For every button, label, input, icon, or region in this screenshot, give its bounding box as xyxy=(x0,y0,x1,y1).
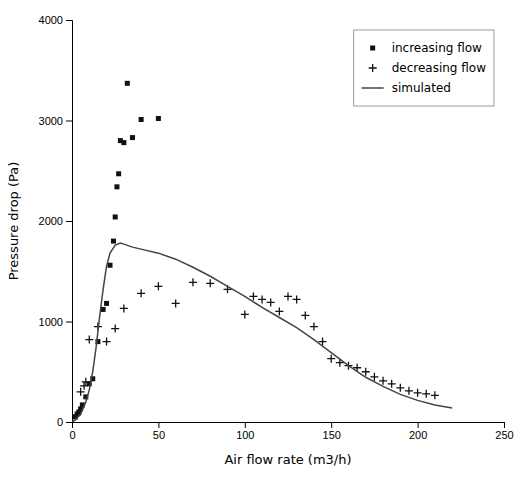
point xyxy=(156,116,161,121)
tick-mark xyxy=(331,422,332,428)
point xyxy=(293,295,301,303)
point xyxy=(258,295,266,303)
point xyxy=(111,325,119,333)
tick-label: 1000 xyxy=(39,316,63,328)
marks xyxy=(72,81,452,422)
point xyxy=(154,282,162,290)
tick: 200 xyxy=(409,422,427,441)
tick-mark xyxy=(66,121,72,122)
tick: 3000 xyxy=(39,115,72,127)
point xyxy=(189,278,197,286)
x-axis: 0 50 100 150 200 250 xyxy=(69,422,513,441)
tick-label: 2000 xyxy=(39,215,63,227)
point xyxy=(77,388,85,396)
legend-item: simulated xyxy=(362,81,451,95)
tick: 50 xyxy=(153,422,165,441)
point xyxy=(137,289,145,297)
tick-mark xyxy=(66,221,72,222)
legend: increasing flow decreasing flow simulated xyxy=(354,30,494,106)
point xyxy=(125,81,130,86)
y-axis: 0 1000 2000 3000 4000 xyxy=(39,14,73,428)
tick-mark xyxy=(504,422,505,428)
tick: 0 xyxy=(69,422,75,441)
line xyxy=(72,243,452,422)
point xyxy=(310,323,318,331)
legend-label: decreasing flow xyxy=(392,61,487,75)
point xyxy=(431,391,439,399)
legend-symbol xyxy=(362,87,384,89)
tick-mark xyxy=(66,20,72,21)
point xyxy=(327,355,335,363)
point xyxy=(120,304,128,312)
tick: 1000 xyxy=(39,316,72,328)
axis-line xyxy=(66,21,73,423)
tick-label: 250 xyxy=(495,429,513,441)
point xyxy=(85,336,93,344)
tick-label: 3000 xyxy=(39,115,63,127)
point xyxy=(379,377,387,385)
point xyxy=(396,384,404,392)
legend-box xyxy=(354,30,494,106)
point xyxy=(353,364,361,372)
point xyxy=(80,382,88,390)
tick: 150 xyxy=(323,422,341,441)
point xyxy=(104,301,109,306)
tick-mark xyxy=(245,422,246,428)
point xyxy=(414,389,422,397)
legend-label: simulated xyxy=(392,81,451,95)
point xyxy=(121,140,126,145)
point xyxy=(139,117,144,122)
point xyxy=(206,279,214,287)
point xyxy=(113,214,118,219)
point xyxy=(114,184,119,189)
point xyxy=(82,378,90,386)
point xyxy=(103,338,111,346)
point xyxy=(172,299,180,307)
plot: 0 50 100 150 200 250 0 1000 2000 3000 4000 increasi… xyxy=(39,14,514,441)
point xyxy=(388,380,396,388)
tick-label: 0 xyxy=(57,416,63,428)
tick-label: 150 xyxy=(323,429,341,441)
point xyxy=(241,310,249,318)
y-axis-title: Pressure drop (Pa) xyxy=(6,162,21,281)
tick: 250 xyxy=(495,422,513,441)
tick-mark xyxy=(66,322,72,323)
point xyxy=(130,135,135,140)
chart: 0 50 100 150 200 250 0 1000 2000 3000 4000 increasi… xyxy=(0,0,524,478)
tick-mark xyxy=(418,422,419,428)
legend-item: increasing flow xyxy=(370,41,482,55)
tick-label: 4000 xyxy=(39,14,63,26)
tick-mark xyxy=(66,422,72,423)
tick-label: 0 xyxy=(69,429,75,441)
x-axis-title: Air flow rate (m3/h) xyxy=(224,452,351,467)
tick-label: 100 xyxy=(236,429,254,441)
point xyxy=(267,298,275,306)
tick: 2000 xyxy=(39,215,72,227)
tick-label: 200 xyxy=(409,429,427,441)
tick: 0 xyxy=(57,416,72,428)
tick: 100 xyxy=(236,422,254,441)
point xyxy=(116,171,121,176)
point-group xyxy=(73,278,439,419)
legend-item: decreasing flow xyxy=(369,61,487,75)
point xyxy=(284,292,292,300)
point xyxy=(111,239,116,244)
point xyxy=(422,390,430,398)
tick-label: 50 xyxy=(153,429,165,441)
point xyxy=(108,263,113,268)
point xyxy=(249,292,257,300)
point xyxy=(405,387,413,395)
tick: 4000 xyxy=(39,14,72,26)
axis-line xyxy=(73,423,505,429)
point xyxy=(301,311,309,319)
legend-label: increasing flow xyxy=(392,41,482,55)
legend-symbol xyxy=(370,46,375,51)
legend-symbol xyxy=(369,64,377,72)
point xyxy=(275,307,283,315)
tick-mark xyxy=(158,422,159,428)
